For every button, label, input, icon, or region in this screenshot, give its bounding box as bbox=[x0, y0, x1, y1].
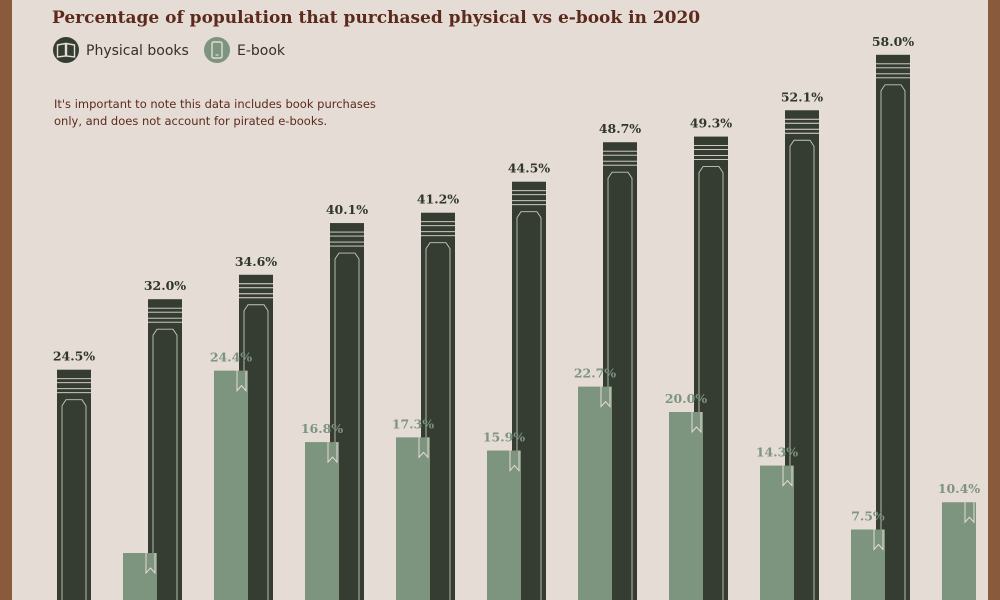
bar-inner-outline bbox=[607, 171, 633, 600]
legend: Physical books E-book bbox=[53, 37, 286, 63]
physical-bar-group: 49.3% bbox=[690, 116, 732, 600]
bookmark-ribbon-icon bbox=[418, 437, 429, 459]
physical-bar bbox=[57, 369, 91, 600]
ebook-value-label: 7.5% bbox=[851, 509, 885, 524]
ebook-bar bbox=[396, 437, 430, 600]
bar-inner-outline bbox=[61, 399, 87, 600]
bar-inner-outline bbox=[425, 242, 451, 600]
ebook-bar bbox=[123, 553, 157, 600]
bookmark-ribbon-icon bbox=[236, 370, 247, 392]
ebook-bar-group bbox=[123, 553, 157, 600]
bookmark-ribbon-icon bbox=[509, 450, 520, 472]
note-line-2: only, and does not account for pirated e… bbox=[54, 114, 327, 128]
bookmark-ribbon-icon bbox=[964, 502, 975, 524]
bookmark-ribbon-icon bbox=[873, 529, 884, 551]
physical-bar-group: 48.7% bbox=[599, 121, 641, 600]
ebook-bar bbox=[305, 442, 339, 600]
ebook-bar bbox=[851, 529, 885, 600]
ebook-bar-group: 7.5% bbox=[851, 509, 885, 600]
physical-value-label: 49.3% bbox=[690, 116, 732, 131]
physical-value-label: 44.5% bbox=[508, 161, 550, 176]
ebook-bar-group: 20.0% bbox=[665, 391, 707, 600]
ebook-value-label: 14.3% bbox=[756, 445, 798, 460]
ebook-bar-group: 22.7% bbox=[574, 366, 616, 600]
physical-value-label: 34.6% bbox=[235, 254, 277, 269]
ebook-bar bbox=[578, 386, 612, 600]
physical-bar-group: 58.0% bbox=[872, 34, 914, 600]
ebook-value-label: 24.4% bbox=[210, 350, 252, 365]
bar-inner-outline bbox=[789, 139, 815, 600]
bookmark-ribbon-icon bbox=[691, 412, 702, 434]
ebook-bar bbox=[669, 412, 703, 600]
bar-inner-outline bbox=[516, 211, 542, 600]
ebook-value-label: 16.8% bbox=[301, 421, 343, 436]
legend-item-ebook: E-book bbox=[204, 37, 286, 63]
bookmark-ribbon-icon bbox=[145, 553, 156, 575]
physical-value-label: 58.0% bbox=[872, 34, 914, 49]
ebook-value-label: 10.4% bbox=[938, 481, 980, 496]
note-line-1: It's important to note this data include… bbox=[54, 97, 376, 111]
ebook-value-label: 20.0% bbox=[665, 391, 707, 406]
physical-value-label: 41.2% bbox=[417, 192, 459, 207]
physical-value-label: 24.5% bbox=[53, 349, 95, 364]
physical-bar bbox=[148, 299, 182, 600]
ebook-bar-group: 15.9% bbox=[483, 430, 525, 600]
ebook-bar-group: 16.8% bbox=[301, 421, 343, 600]
bar-inner-outline bbox=[243, 304, 269, 600]
bookmark-ribbon-icon bbox=[327, 442, 338, 464]
ebook-bar bbox=[760, 465, 794, 600]
bar-inner-outline bbox=[152, 328, 178, 600]
bookmark-ribbon-icon bbox=[782, 465, 793, 487]
legend-label-ebook: E-book bbox=[237, 43, 286, 59]
physical-bar bbox=[876, 54, 910, 600]
chart-title: Percentage of population that purchased … bbox=[52, 8, 700, 28]
ebook-value-label: 15.9% bbox=[483, 430, 525, 445]
ebook-bar-group: 10.4% bbox=[938, 481, 980, 600]
ebook-bar-group: 17.3% bbox=[392, 416, 434, 600]
tablet-icon bbox=[204, 37, 230, 63]
ebook-bar bbox=[487, 450, 521, 600]
ebook-bar-group: 24.4% bbox=[210, 350, 252, 600]
legend-item-physical: Physical books bbox=[53, 37, 189, 63]
physical-value-label: 48.7% bbox=[599, 121, 641, 136]
ebook-bar-group: 14.3% bbox=[756, 445, 798, 600]
ebook-bar bbox=[942, 502, 976, 600]
bar-inner-outline bbox=[698, 166, 724, 600]
open-book-icon bbox=[53, 37, 79, 63]
physical-bar-group: 24.5% bbox=[53, 349, 95, 600]
ebook-bar bbox=[214, 370, 248, 600]
bar-inner-outline bbox=[880, 84, 906, 600]
physical-value-label: 40.1% bbox=[326, 202, 368, 217]
bars-group: 24.5% 32.0% 34.6% 40.1% 41.2% 44.5% 48.7% 49.3%… bbox=[53, 34, 980, 600]
bookmark-ribbon-icon bbox=[600, 386, 611, 408]
bar-inner-outline bbox=[334, 252, 360, 600]
ebook-value-label: 22.7% bbox=[574, 366, 616, 381]
physical-value-label: 32.0% bbox=[144, 278, 186, 293]
ebook-value-label: 17.3% bbox=[392, 416, 434, 431]
physical-value-label: 52.1% bbox=[781, 89, 823, 104]
legend-label-physical: Physical books bbox=[86, 43, 189, 59]
physical-bar-group: 32.0% bbox=[144, 278, 186, 600]
